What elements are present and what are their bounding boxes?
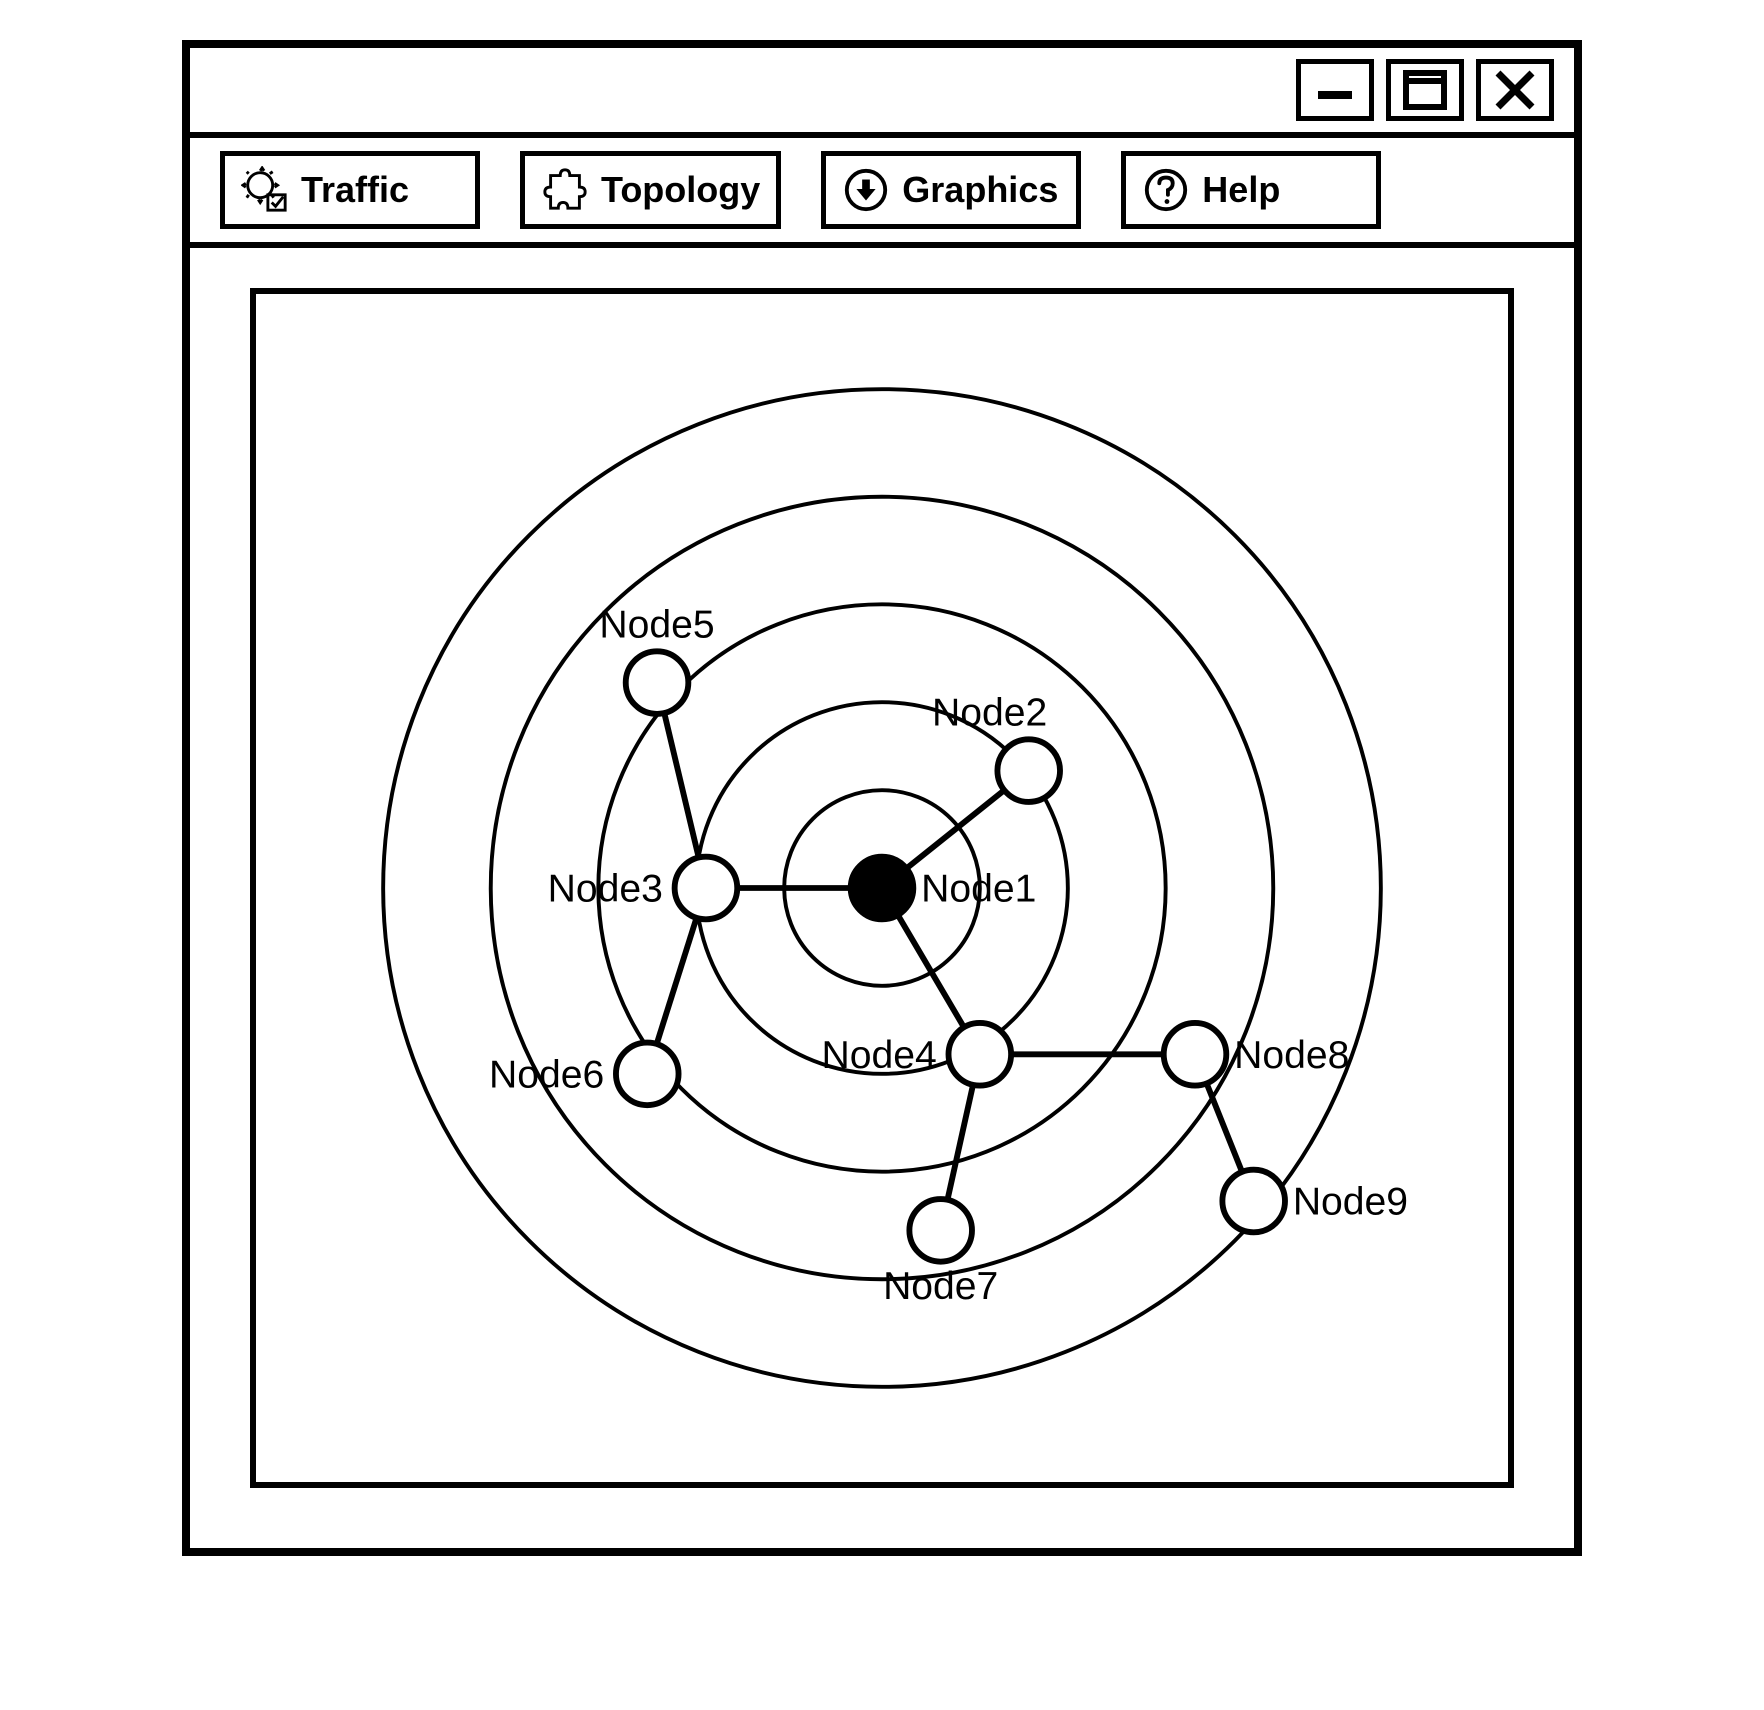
node-label: Node5 [599,604,714,647]
node-label: Node6 [489,1054,604,1097]
window-titlebar [190,48,1574,138]
minimize-icon [1310,65,1360,115]
node-label: Node7 [883,1265,998,1308]
graphics-label: Graphics [902,169,1058,211]
download-circle-icon [842,166,890,214]
close-icon [1490,65,1540,115]
topology-button[interactable]: Topology [520,151,781,229]
graphics-button[interactable]: Graphics [821,151,1081,229]
traffic-button[interactable]: Traffic [220,151,480,229]
maximize-icon [1400,65,1450,115]
node-label: Node3 [548,868,663,911]
topology-label: Topology [601,169,760,211]
node-label: Node4 [822,1034,937,1077]
maximize-button[interactable] [1386,59,1464,121]
node-label: Node8 [1234,1034,1349,1077]
puzzle-icon [541,166,589,214]
help-label: Help [1202,169,1280,211]
question-circle-icon [1142,166,1190,214]
network-node[interactable] [851,857,914,920]
canvas-container: Node1 Node2 Node3 Node4 Node5 Node6 Node7 Node8… [190,248,1574,1548]
minimize-button[interactable] [1296,59,1374,121]
network-node[interactable] [1222,1170,1285,1233]
network-node[interactable] [997,739,1060,802]
network-node[interactable] [626,651,689,714]
help-button[interactable]: Help [1121,151,1381,229]
close-button[interactable] [1476,59,1554,121]
network-diagram: Node1 Node2 Node3 Node4 Node5 Node6 Node7 Node8… [256,294,1508,1482]
network-node[interactable] [909,1199,972,1262]
gear-check-icon [241,166,289,214]
traffic-label: Traffic [301,169,409,211]
network-node[interactable] [949,1023,1012,1086]
network-node[interactable] [675,857,738,920]
network-node[interactable] [616,1043,679,1106]
network-canvas: Node1 Node2 Node3 Node4 Node5 Node6 Node7 Node8… [250,288,1514,1488]
toolbar: Traffic Topology Graphics Help [190,138,1574,248]
node-label: Node2 [932,692,1047,735]
application-window: Traffic Topology Graphics Help [182,40,1582,1556]
network-node[interactable] [1164,1023,1227,1086]
node-label: Node1 [921,868,1036,911]
node-label: Node9 [1293,1181,1408,1224]
